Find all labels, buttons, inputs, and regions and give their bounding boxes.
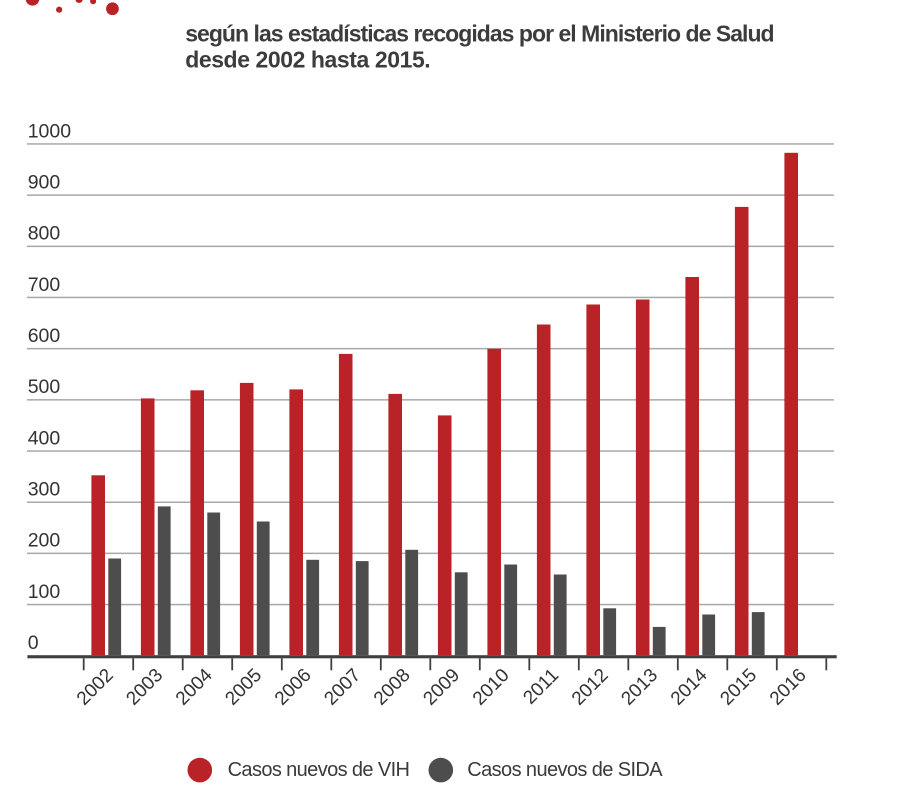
svg-text:2008: 2008 bbox=[370, 665, 415, 710]
svg-text:2016: 2016 bbox=[766, 665, 811, 710]
svg-text:2009: 2009 bbox=[419, 665, 464, 710]
svg-text:2006: 2006 bbox=[271, 665, 316, 710]
svg-text:según las estadísticas recogid: según las estadísticas recogidas por el … bbox=[185, 21, 774, 47]
svg-text:2003: 2003 bbox=[122, 665, 167, 710]
svg-text:2015: 2015 bbox=[716, 665, 761, 710]
svg-text:100: 100 bbox=[28, 581, 61, 603]
svg-text:2012: 2012 bbox=[568, 665, 613, 710]
svg-text:2005: 2005 bbox=[221, 665, 266, 710]
svg-text:desde 2002 hasta 2015.: desde 2002 hasta 2015. bbox=[185, 47, 431, 73]
svg-text:2004: 2004 bbox=[172, 665, 217, 710]
svg-text:Casos nuevos de VIH: Casos nuevos de VIH bbox=[228, 759, 410, 781]
svg-text:700: 700 bbox=[28, 274, 61, 296]
svg-text:2011: 2011 bbox=[519, 665, 563, 709]
svg-text:800: 800 bbox=[28, 223, 61, 245]
svg-text:0: 0 bbox=[28, 632, 39, 654]
svg-text:2002: 2002 bbox=[73, 665, 118, 710]
svg-text:900: 900 bbox=[28, 172, 61, 194]
svg-text:200: 200 bbox=[28, 530, 61, 552]
svg-text:400: 400 bbox=[28, 427, 61, 449]
svg-text:500: 500 bbox=[28, 376, 61, 398]
svg-text:2010: 2010 bbox=[469, 665, 514, 710]
svg-text:300: 300 bbox=[28, 479, 61, 501]
svg-text:2014: 2014 bbox=[667, 665, 712, 710]
svg-text:1000: 1000 bbox=[28, 120, 72, 142]
svg-text:2007: 2007 bbox=[320, 665, 365, 710]
svg-text:2013: 2013 bbox=[617, 665, 662, 710]
svg-text:600: 600 bbox=[28, 325, 61, 347]
svg-text:Casos nuevos de SIDA: Casos nuevos de SIDA bbox=[467, 759, 663, 781]
